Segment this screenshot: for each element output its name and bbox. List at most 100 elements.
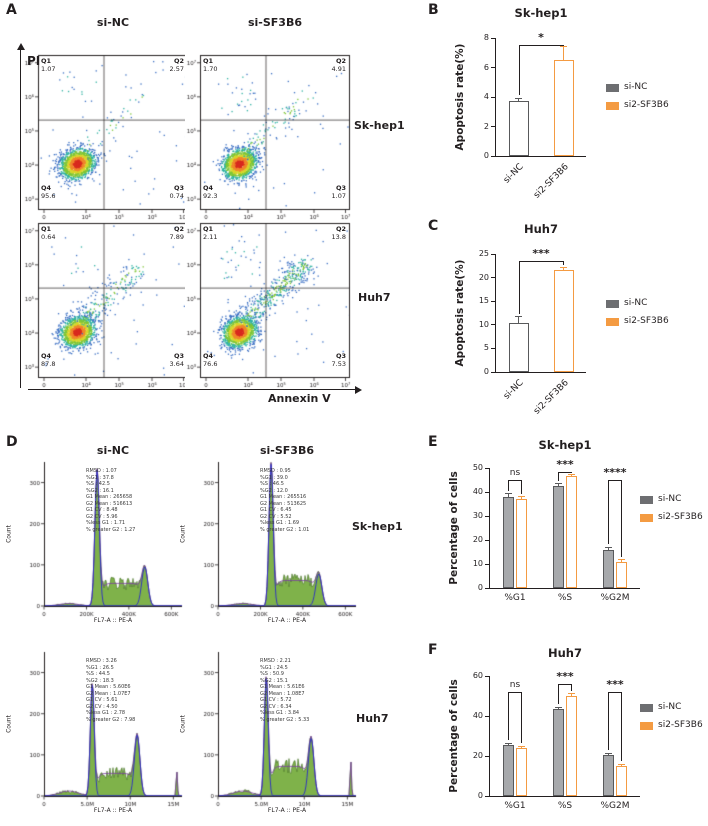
y-tick bbox=[485, 467, 489, 469]
quadrant-q3-value: 1.07 bbox=[331, 192, 346, 200]
error-bar-line bbox=[621, 764, 623, 766]
legend-label-0: si-NC bbox=[624, 298, 648, 308]
error-bar-line bbox=[621, 559, 623, 562]
sig-bracket-leg bbox=[608, 692, 610, 750]
bar bbox=[616, 766, 628, 796]
quadrant-q3-label: Q3 bbox=[173, 352, 184, 360]
y-tick bbox=[485, 587, 489, 589]
y-tick-label: 20 bbox=[472, 751, 483, 760]
error-bar-cap bbox=[568, 473, 576, 475]
chart-title: Sk-hep1 bbox=[514, 6, 568, 20]
y-tick bbox=[485, 795, 489, 797]
x-tick-label: %G2M bbox=[600, 593, 630, 603]
quadrant-q4-label: Q4 bbox=[203, 184, 214, 192]
legend-swatch-0 bbox=[606, 84, 619, 92]
sig-bracket-leg bbox=[558, 471, 560, 481]
sig-bracket-leg bbox=[562, 261, 564, 265]
flow-quadrants-huh_sf: Q1 2.11 Q2 13.8 Q4 76.6 Q3 7.53 bbox=[200, 223, 350, 378]
quadrant-q2-value: 2.57 bbox=[169, 65, 184, 73]
chart-title: Sk-hep1 bbox=[538, 438, 592, 452]
error-bar-cap bbox=[604, 546, 612, 548]
pi-axis-arrow-line bbox=[20, 50, 22, 388]
quadrant-q1-label: Q1 bbox=[203, 225, 214, 233]
pi-axis-label: PI bbox=[27, 54, 41, 68]
sig-bracket-leg bbox=[608, 480, 610, 545]
y-tick bbox=[491, 253, 495, 255]
quadrant-q1-value: 2.11 bbox=[203, 233, 218, 241]
error-bar-line bbox=[557, 483, 559, 486]
quadrant-q2-label: Q2 bbox=[173, 225, 184, 233]
chart-F: 0 20 40 60 %G1 %S %G2M ns *** *** Huh7 Percentage o… bbox=[448, 646, 703, 811]
error-bar-cap bbox=[560, 46, 567, 48]
y-axis-line bbox=[495, 254, 497, 373]
sig-bracket-top bbox=[518, 45, 564, 47]
sig-bracket-leg bbox=[558, 684, 560, 704]
y-tick bbox=[491, 37, 495, 39]
y-tick bbox=[491, 324, 495, 326]
chart-ylabel: Apoptosis rate(%) bbox=[454, 259, 466, 367]
y-tick bbox=[491, 371, 495, 373]
panel-e-label: E bbox=[428, 434, 438, 450]
cell-cycle-histogram-huh_nc bbox=[16, 646, 188, 822]
quadrant-q2-label: Q2 bbox=[335, 57, 346, 65]
hist-ylabel-huh_sf: Count bbox=[179, 715, 187, 733]
sig-bracket-leg bbox=[518, 261, 520, 314]
sig-label: **** bbox=[603, 466, 627, 479]
y-axis-line bbox=[495, 38, 497, 157]
legend-label-1: si2-SF3B6 bbox=[624, 316, 669, 326]
y-tick bbox=[491, 67, 495, 69]
panel-d-row-label-skhep1: Sk-hep1 bbox=[352, 520, 403, 533]
quadrant-q4-value: 76.6 bbox=[203, 360, 218, 368]
y-tick-label: 0 bbox=[477, 583, 483, 592]
quadrant-q2-value: 7.89 bbox=[169, 233, 184, 241]
legend-swatch-0 bbox=[606, 300, 619, 308]
error-bar-cap bbox=[515, 316, 522, 318]
bar bbox=[566, 696, 578, 796]
sig-bracket-leg bbox=[620, 692, 622, 761]
bar bbox=[502, 745, 514, 796]
error-bar-cap bbox=[604, 752, 612, 754]
error-bar-cap bbox=[518, 745, 526, 747]
error-bar-line bbox=[507, 743, 509, 745]
flow-plot-sk_nc bbox=[23, 54, 189, 222]
y-tick-label: 10 bbox=[472, 559, 483, 568]
y-tick-label: 4 bbox=[483, 92, 489, 101]
bar bbox=[602, 755, 614, 796]
hist-stats-huh_sf: RMSD : 2.21 %G1 : 24.5 %S : 50.9 %G2 : 1… bbox=[260, 658, 310, 723]
quadrant-q3-value: 7.53 bbox=[331, 360, 346, 368]
quadrant-q1-label: Q1 bbox=[41, 57, 52, 65]
y-tick-label: 50 bbox=[472, 463, 483, 472]
flow-plot-huh_sf bbox=[185, 222, 351, 390]
sig-bracket-leg bbox=[570, 684, 572, 691]
y-tick-label: 6 bbox=[483, 62, 489, 72]
quadrant-q1-value: 1.07 bbox=[41, 65, 56, 73]
sig-bracket-top bbox=[608, 480, 622, 482]
sig-bracket-leg bbox=[508, 692, 510, 740]
quadrant-q1-label: Q1 bbox=[203, 57, 214, 65]
error-bar-line bbox=[521, 746, 523, 748]
error-bar-cap bbox=[560, 267, 567, 269]
bar bbox=[508, 101, 529, 156]
error-bar-cap bbox=[554, 706, 562, 708]
sig-label: *** bbox=[556, 670, 574, 683]
chart-C: 0 5 10 15 20 25 si-NC si2-SF3B6 *** Huh7 Apoptosis… bbox=[454, 222, 669, 417]
error-bar-line bbox=[607, 753, 609, 755]
y-tick bbox=[485, 755, 489, 757]
flow-quadrants-sk_sf: Q1 1.70 Q2 4.91 Q4 92.3 Q3 1.07 bbox=[200, 55, 350, 210]
error-bar-line bbox=[563, 267, 564, 270]
quadrant-q2-label: Q2 bbox=[173, 57, 184, 65]
error-bar-line bbox=[557, 707, 559, 709]
y-tick bbox=[485, 675, 489, 677]
quadrant-q4-label: Q4 bbox=[41, 184, 52, 192]
y-axis-line bbox=[489, 676, 491, 797]
quadrant-q3-value: 0.74 bbox=[169, 192, 184, 200]
error-bar-line bbox=[521, 496, 523, 500]
panel-f-label: F bbox=[428, 642, 438, 658]
panel-a-label: A bbox=[6, 2, 17, 18]
cell-cycle-histogram-sk_nc bbox=[16, 456, 188, 632]
y-tick-label: 2 bbox=[483, 121, 489, 131]
sig-bracket-leg bbox=[520, 480, 522, 494]
bar bbox=[552, 709, 564, 796]
error-bar-line bbox=[563, 46, 564, 61]
sig-label: *** bbox=[556, 457, 574, 471]
